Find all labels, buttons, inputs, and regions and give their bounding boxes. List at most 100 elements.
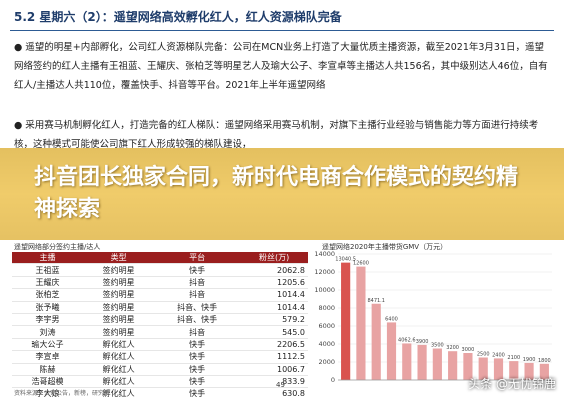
table-cell: 孵化红人 [83, 375, 155, 389]
bar-label: 4062.6 [398, 337, 416, 343]
table-cell: 陈赫 [12, 363, 84, 376]
table-cell: 签约明星 [83, 325, 155, 339]
watermark: 头条 @无忧锦鹿 [468, 377, 556, 391]
header-title: 5.2 星期六（2）：遥望网络高效孵化红人，红人资源梯队完备 [14, 10, 342, 24]
table-cell: 1006.7 [240, 363, 308, 376]
paragraph: ● 遥望的明星+内部孵化，公司红人资源梯队完备：公司在MCN业务上打造了大量优质… [14, 42, 548, 91]
table-cell: 张柏芝 [12, 288, 84, 302]
table-header-cell: 主播 [12, 252, 84, 265]
y-tick-label: 6000 [318, 322, 335, 330]
bar [386, 322, 397, 380]
bar-label: 2100 [507, 355, 520, 361]
bar [509, 361, 519, 380]
table-cell: 抖音 [154, 276, 241, 290]
bar-label: 1800 [538, 358, 551, 364]
bar-label: 3000 [462, 347, 475, 353]
bar [417, 344, 427, 380]
bar [371, 303, 381, 380]
table-cell: 签约明星 [83, 313, 155, 327]
bar [493, 358, 504, 380]
chart-caption: 遥望网络2020年主播带货GMV（万元） [322, 243, 448, 251]
table-cell: 快手 [154, 263, 241, 277]
table-cell: 李宣卓 [12, 350, 84, 364]
bar [478, 357, 488, 380]
table-row: 李宇男 签约明星 抖音、快手 579.2 [12, 313, 308, 327]
table-row: 刘涛 签约明星 抖音 545.0 [12, 325, 308, 339]
y-tick-label: 8000 [318, 304, 335, 312]
table-cell: 2206.5 [240, 338, 308, 352]
table-cell: 浩哥超模 [12, 375, 84, 389]
bar [356, 266, 366, 380]
table-header: 主播 类型 平台 粉丝(万) [12, 252, 308, 265]
y-tick-label: 10000 [314, 286, 335, 294]
table-row: 浩哥超模 孵化红人 快手 833.9 [12, 375, 308, 389]
table-cell: 抖音 [154, 325, 241, 339]
bar [539, 363, 549, 380]
table-cell: 孵化红人 [83, 350, 155, 364]
y-tick-label: 12000 [314, 268, 335, 276]
table-header-cell: 类型 [83, 252, 155, 265]
table-cell: 刘涛 [12, 325, 84, 339]
table-cell: 瑜大公子 [12, 338, 84, 352]
table-cell: 抖音 [154, 288, 241, 302]
table-cell: 545.0 [240, 325, 308, 339]
table-row: 张予曦 签约明星 抖音、快手 1014.4 [12, 301, 308, 314]
table-cell: 快手 [154, 338, 241, 352]
table-row: 李大娘 孵化红人 快手 630.8 [12, 387, 308, 400]
table-cell: 签约明星 [83, 263, 155, 277]
table-cell: 1112.5 [240, 350, 308, 364]
y-tick-label: 4000 [318, 340, 335, 348]
table-cell: 签约明星 [83, 288, 155, 302]
table-cell: 李宇男 [12, 313, 84, 327]
table-cell: 张予曦 [12, 301, 84, 314]
table-row: 王耀庆 签约明星 抖音 1205.6 [12, 276, 308, 290]
table-cell: 王耀庆 [12, 276, 84, 290]
table-row: 王祖蓝 签约明星 快手 2062.8 [12, 263, 308, 277]
table-cell: 抖音、快手 [154, 301, 241, 314]
table-cell: 抖音、快手 [154, 313, 241, 327]
table-cell: 签约明星 [83, 276, 155, 290]
paragraph: ● 采用赛马机制孵化红人，打造完备的红人梯队：遥望网络采用赛马机制，对旗下主播行… [14, 120, 539, 150]
table-cell: 快手 [154, 363, 241, 376]
bar-label: 1900 [523, 357, 536, 363]
table-cell: 快手 [154, 387, 241, 400]
bar-label: 8471.1 [367, 298, 385, 304]
bar [463, 353, 473, 380]
chart: 0200040006000800010000120001400013040.51… [314, 250, 552, 384]
banner: 抖音团长独家合同，新时代电商合作模式的契约精神探索 [0, 148, 564, 240]
bar [402, 343, 412, 380]
table-cell: 2062.8 [240, 263, 308, 277]
table-header-cell: 粉丝(万) [240, 252, 308, 265]
table-row: 瑜大公子 孵化红人 快手 2206.5 [12, 338, 308, 352]
bar-label: 2400 [492, 352, 505, 358]
bar [448, 351, 458, 380]
y-tick-label: 0 [331, 376, 335, 384]
y-tick-label: 14000 [314, 250, 335, 258]
table-row: 张柏芝 签约明星 抖音 1014.4 [12, 288, 308, 302]
table-cell: 833.9 [240, 375, 308, 389]
table-cell: 630.8 [240, 387, 308, 400]
bar-label: 3200 [446, 345, 459, 351]
table-header-cell: 平台 [154, 252, 241, 265]
bar-label: 12600 [353, 261, 369, 267]
header-rule [10, 30, 554, 31]
banner-title: 抖音团长独家合同，新时代电商合作模式的契约精神探索 [34, 165, 519, 222]
table-cell: 快手 [154, 375, 241, 389]
bar-label: 6400 [385, 316, 398, 322]
table: 主播 类型 平台 粉丝(万) 王祖蓝 签约明星 快手 2062.8 王耀庆 签约明星 抖音 1205.… [12, 252, 308, 400]
table-row: 陈赫 孵化红人 快手 1006.7 [12, 363, 308, 376]
bar [341, 262, 351, 380]
table-cell: 快手 [154, 350, 241, 364]
y-tick-label: 2000 [318, 358, 335, 366]
bar-label: 2500 [477, 352, 490, 358]
bar-label: 13040.5 [335, 257, 356, 263]
table-cell: 王祖蓝 [12, 263, 84, 277]
table-caption: 遥望网络部分签约主播/达人 [14, 243, 101, 251]
table-cell: 1014.4 [240, 288, 308, 302]
table-cell: 孵化红人 [83, 363, 155, 376]
table-cell: 1014.4 [240, 301, 308, 314]
table-row: 李宣卓 孵化红人 快手 1112.5 [12, 350, 308, 364]
table-cell: 579.2 [240, 313, 308, 327]
table-cell: 孵化红人 [83, 338, 155, 352]
